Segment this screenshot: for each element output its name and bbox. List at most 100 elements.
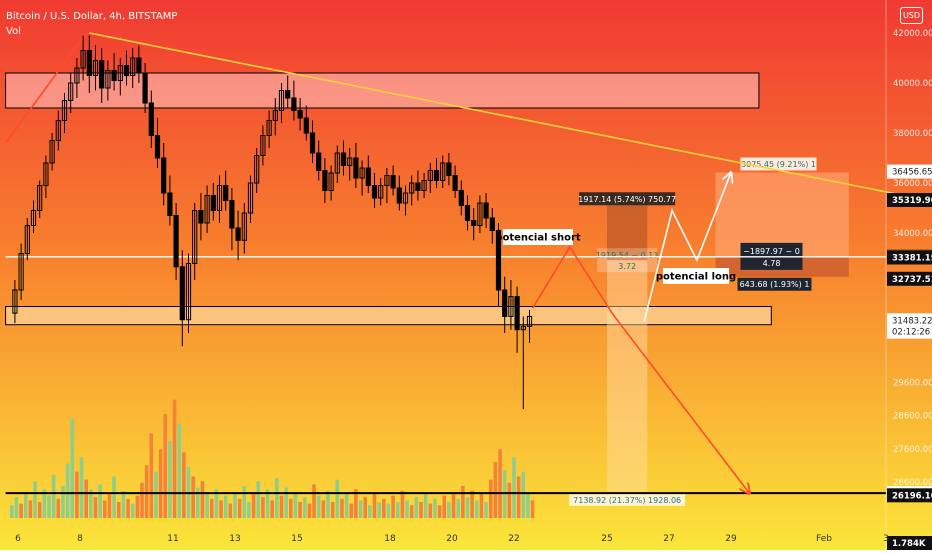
candle[interactable] <box>334 145 340 184</box>
candle[interactable] <box>185 253 192 333</box>
candle[interactable] <box>421 173 427 198</box>
candle-body <box>402 192 409 204</box>
long-stop-label: 643.68 (1.93%) 1 <box>740 280 810 289</box>
candle[interactable] <box>210 183 216 221</box>
candle[interactable] <box>30 200 37 234</box>
short-entry-label: 1919.54 ~ 0.13 <box>596 251 659 260</box>
candle[interactable] <box>80 35 86 81</box>
candle[interactable] <box>291 80 297 121</box>
candle[interactable] <box>409 175 415 206</box>
candle[interactable] <box>204 185 210 234</box>
long-target-label: 3075.45 (9.21%) 1 <box>741 160 816 169</box>
candle[interactable] <box>173 203 179 281</box>
y-tick-label: 27600.00 <box>893 445 932 455</box>
candle[interactable] <box>390 165 396 196</box>
candle[interactable] <box>347 148 353 181</box>
candle[interactable] <box>396 175 402 211</box>
candle[interactable] <box>278 83 285 123</box>
candle[interactable] <box>74 58 80 98</box>
candle[interactable] <box>340 140 347 176</box>
candle[interactable] <box>136 45 142 84</box>
candle[interactable] <box>86 35 92 94</box>
candle[interactable] <box>322 158 328 203</box>
candle[interactable] <box>254 148 260 193</box>
candle[interactable] <box>68 73 74 113</box>
candle[interactable] <box>142 63 148 113</box>
candle[interactable] <box>365 155 371 194</box>
volume-bar <box>368 505 372 518</box>
candle[interactable] <box>12 280 18 324</box>
candle[interactable] <box>477 195 483 234</box>
y-tick-label: 36000.00 <box>893 179 932 189</box>
candle[interactable] <box>154 118 161 168</box>
candle[interactable] <box>130 48 136 88</box>
candle[interactable] <box>440 155 446 189</box>
candle[interactable] <box>43 155 49 199</box>
candle[interactable] <box>161 143 167 206</box>
candle[interactable] <box>452 165 458 199</box>
candle[interactable] <box>111 53 117 91</box>
candle[interactable] <box>384 168 390 203</box>
candle[interactable] <box>229 188 235 251</box>
candle[interactable] <box>446 153 452 186</box>
candle[interactable] <box>520 316 526 410</box>
currency-button[interactable]: USD <box>900 7 923 24</box>
candle[interactable] <box>198 193 204 241</box>
candle[interactable] <box>433 158 440 188</box>
candle[interactable] <box>458 180 464 216</box>
candle[interactable] <box>167 175 173 226</box>
candle[interactable] <box>18 243 24 300</box>
candle[interactable] <box>55 110 61 151</box>
candle[interactable] <box>514 286 520 353</box>
candle[interactable] <box>192 203 198 281</box>
candle[interactable] <box>260 125 266 166</box>
volume-bar <box>70 418 75 518</box>
candle-body <box>61 100 68 121</box>
candle[interactable] <box>92 45 99 91</box>
candle[interactable] <box>328 165 334 201</box>
candle[interactable] <box>359 160 365 196</box>
candle[interactable] <box>471 208 477 241</box>
candle[interactable] <box>216 175 223 224</box>
candle[interactable] <box>427 163 433 193</box>
candle[interactable] <box>508 280 514 330</box>
candle[interactable] <box>309 120 316 164</box>
candle[interactable] <box>49 133 55 171</box>
candle[interactable] <box>297 98 303 131</box>
candle-body <box>167 192 173 216</box>
candle[interactable] <box>241 203 247 254</box>
candle[interactable] <box>303 105 309 141</box>
candle[interactable] <box>402 185 409 216</box>
candle[interactable] <box>489 208 495 244</box>
candle[interactable] <box>148 90 154 149</box>
candle-body <box>204 195 210 224</box>
candle[interactable] <box>117 58 123 96</box>
candle[interactable] <box>378 178 384 206</box>
candle[interactable] <box>495 223 502 307</box>
candle[interactable] <box>371 173 378 208</box>
candle[interactable] <box>483 193 489 228</box>
candle-body <box>427 170 433 181</box>
candle[interactable] <box>37 180 43 219</box>
candle[interactable] <box>415 170 421 201</box>
candle[interactable] <box>285 75 291 109</box>
candle[interactable] <box>61 93 68 133</box>
candle[interactable] <box>105 60 111 101</box>
candle[interactable] <box>316 140 322 181</box>
candle[interactable] <box>123 50 130 86</box>
candle[interactable] <box>223 170 229 211</box>
candle[interactable] <box>272 98 278 136</box>
candle[interactable] <box>526 309 533 343</box>
candle[interactable] <box>464 195 471 231</box>
candle[interactable] <box>266 110 272 149</box>
volume-bar <box>130 503 135 518</box>
candle[interactable] <box>353 143 359 188</box>
candle[interactable] <box>99 48 105 103</box>
candle[interactable] <box>235 210 241 261</box>
candle[interactable] <box>179 250 185 347</box>
candle[interactable] <box>247 175 254 224</box>
candle[interactable] <box>24 218 30 261</box>
candle[interactable] <box>502 276 508 333</box>
